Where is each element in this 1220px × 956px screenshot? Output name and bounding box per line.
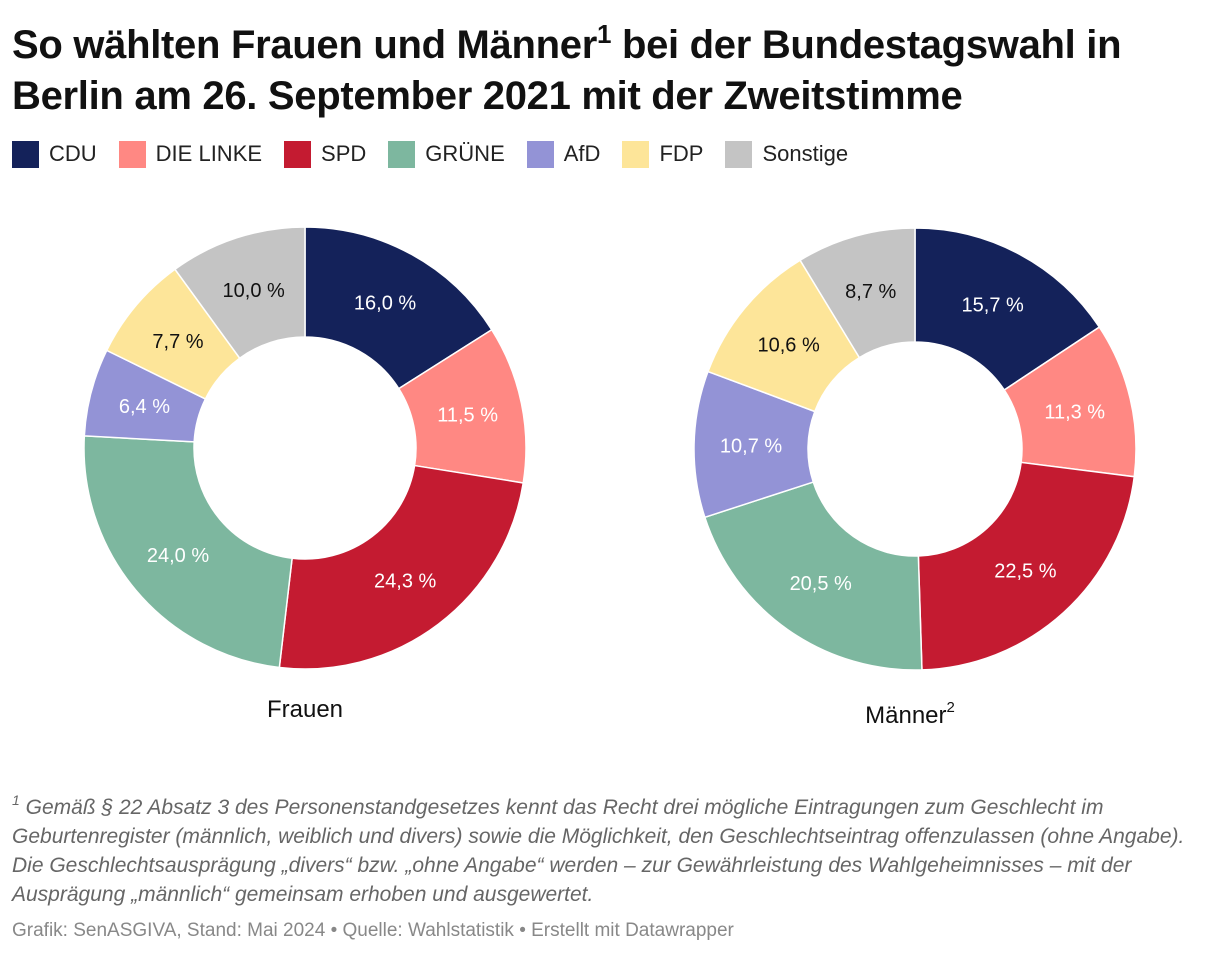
donut-charts: 16,0 % 11,5 % 24,3 % 24,0 % 6,4 % 7,7 % 10,0 %… xyxy=(83,226,1137,729)
slice-label: 11,3 % xyxy=(1044,402,1105,424)
slice-label: 22,5 % xyxy=(994,560,1056,582)
chart-title-text-cont: bei der Bundestagswahl in Berlin am 26. … xyxy=(12,23,1122,118)
slice-grüne xyxy=(703,481,923,671)
legend-label: SPD xyxy=(321,141,367,166)
legend-item-fdp: FDP xyxy=(622,140,704,168)
slice-grüne xyxy=(83,435,293,669)
slice-label: 15,7 % xyxy=(962,295,1024,317)
slice-cdu xyxy=(304,226,493,390)
slice-label: 10,7 % xyxy=(720,435,782,457)
legend-item-gruene: GRÜNE xyxy=(388,140,505,168)
legend-label: Sonstige xyxy=(762,141,849,166)
slice-label: 6,4 % xyxy=(119,396,170,418)
donut-chart-maenner: 15,7 % 11,3 % 22,5 % 20,5 % 10,7 % 10,6 % 8,7 … xyxy=(693,227,1137,729)
footnote: 1 Gemäß § 22 Absatz 3 des Personenstandg… xyxy=(12,793,1208,909)
slice-cdu xyxy=(914,227,1101,392)
legend-swatch xyxy=(725,140,753,168)
slice-labels-frauen: 16,0 % 11,5 % 24,3 % 24,0 % 6,4 % 7,7 % 10,0 % xyxy=(119,280,498,592)
slices-frauen xyxy=(83,226,527,670)
slice-label: 10,0 % xyxy=(223,280,285,302)
legend-item-afd: AfD xyxy=(526,140,601,168)
legend-label: CDU xyxy=(49,141,97,166)
legend-item-spd: SPD xyxy=(284,140,367,168)
legend-swatch xyxy=(526,140,554,168)
legend-swatch xyxy=(12,140,39,168)
legend-swatch xyxy=(118,140,146,168)
slice-label: 24,0 % xyxy=(147,545,209,567)
legend-label: AfD xyxy=(563,141,601,166)
slice-label: 16,0 % xyxy=(354,293,416,315)
chart-caption-text: Frauen xyxy=(267,696,343,723)
legend: CDU DIE LINKE SPD GRÜNE AfD FDP Sonstige xyxy=(12,140,870,168)
source-line: Grafik: SenASGIVA, Stand: Mai 2024 • Que… xyxy=(12,920,734,941)
slice-label: 8,7 % xyxy=(845,281,896,303)
chart-caption-frauen: Frauen xyxy=(267,696,343,723)
legend-swatch xyxy=(388,140,416,168)
legend-swatch xyxy=(622,140,650,168)
legend-label: GRÜNE xyxy=(425,141,505,166)
slice-spd xyxy=(917,461,1136,671)
slice-label: 24,3 % xyxy=(374,570,436,592)
chart-caption-sup: 2 xyxy=(947,699,955,716)
slice-spd xyxy=(278,464,525,670)
slice-sonstige xyxy=(799,227,916,359)
legend-item-sonstige: Sonstige xyxy=(725,140,849,168)
legend-item-cdu: CDU xyxy=(12,140,97,168)
slice-label: 11,5 % xyxy=(437,405,498,427)
chart-title: So wählten Frauen und Männer1 bei der Bu… xyxy=(12,20,1208,122)
donut-chart-frauen: 16,0 % 11,5 % 24,3 % 24,0 % 6,4 % 7,7 % 10,0 %… xyxy=(83,226,527,723)
slice-label: 10,6 % xyxy=(758,334,820,356)
legend-label: FDP xyxy=(659,141,704,166)
chart-title-text: So wählten Frauen und Männer xyxy=(12,23,597,67)
slice-label: 20,5 % xyxy=(790,573,852,595)
footnote-text: Gemäß § 22 Absatz 3 des Personenstandges… xyxy=(12,796,1185,906)
legend-label: DIE LINKE xyxy=(155,141,263,166)
slice-label: 7,7 % xyxy=(152,331,203,353)
slices-maenner xyxy=(693,227,1137,671)
chart-title-footnote-marker: 1 xyxy=(596,19,612,49)
footnote-marker: 1 xyxy=(12,792,20,808)
chart-caption-maenner: Männer2 xyxy=(865,699,955,729)
chart-caption-text: Männer xyxy=(865,702,946,729)
slice-sonstige xyxy=(173,226,306,360)
legend-swatch xyxy=(284,140,312,168)
slice-labels-maenner: 15,7 % 11,3 % 22,5 % 20,5 % 10,7 % 10,6 % 8,7 … xyxy=(720,281,1105,595)
legend-item-linke: DIE LINKE xyxy=(118,140,263,168)
